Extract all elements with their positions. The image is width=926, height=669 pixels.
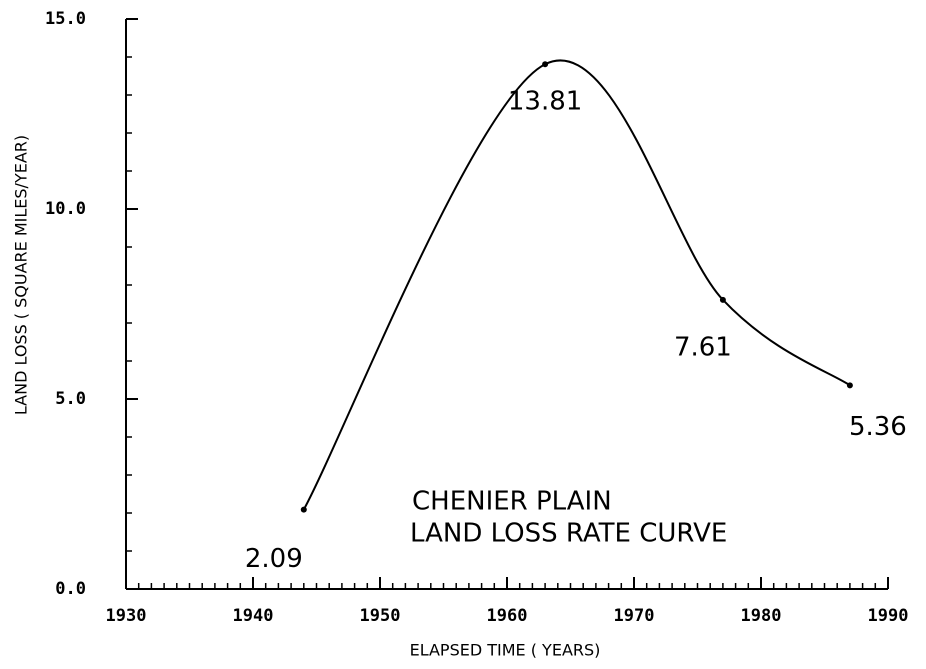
data-label: 7.61: [674, 332, 732, 362]
x-tick-label: 1960: [487, 606, 528, 626]
y-tick-label: 5.0: [55, 389, 86, 409]
x-tick-label: 1950: [360, 606, 401, 626]
point: [719, 296, 726, 303]
annotation: CHENIER PLAIN: [412, 487, 612, 517]
x-tick-label: 1980: [741, 606, 782, 626]
x-tick-label: 1940: [233, 606, 274, 626]
line: [302, 59, 851, 511]
point: [846, 382, 853, 389]
y-tick-label: 10.0: [45, 199, 86, 219]
data-label: 2.09: [245, 544, 303, 574]
data-label: 13.81: [508, 87, 582, 117]
point: [300, 506, 307, 513]
y-tick-label: 15.0: [45, 9, 86, 29]
x-tick-label: 1930: [106, 606, 147, 626]
x-tick-label: 1970: [614, 606, 655, 626]
x-axis-label: ELAPSED TIME ( YEARS): [410, 641, 601, 660]
y-axis-label: LAND LOSS ( SQUARE MILES/YEAR): [12, 135, 31, 415]
x-tick-label: 1990: [868, 606, 909, 626]
y-tick-label: 0.0: [55, 579, 86, 599]
annotation: LAND LOSS RATE CURVE: [410, 519, 727, 549]
point: [542, 61, 549, 68]
data-label: 5.36: [849, 412, 907, 442]
